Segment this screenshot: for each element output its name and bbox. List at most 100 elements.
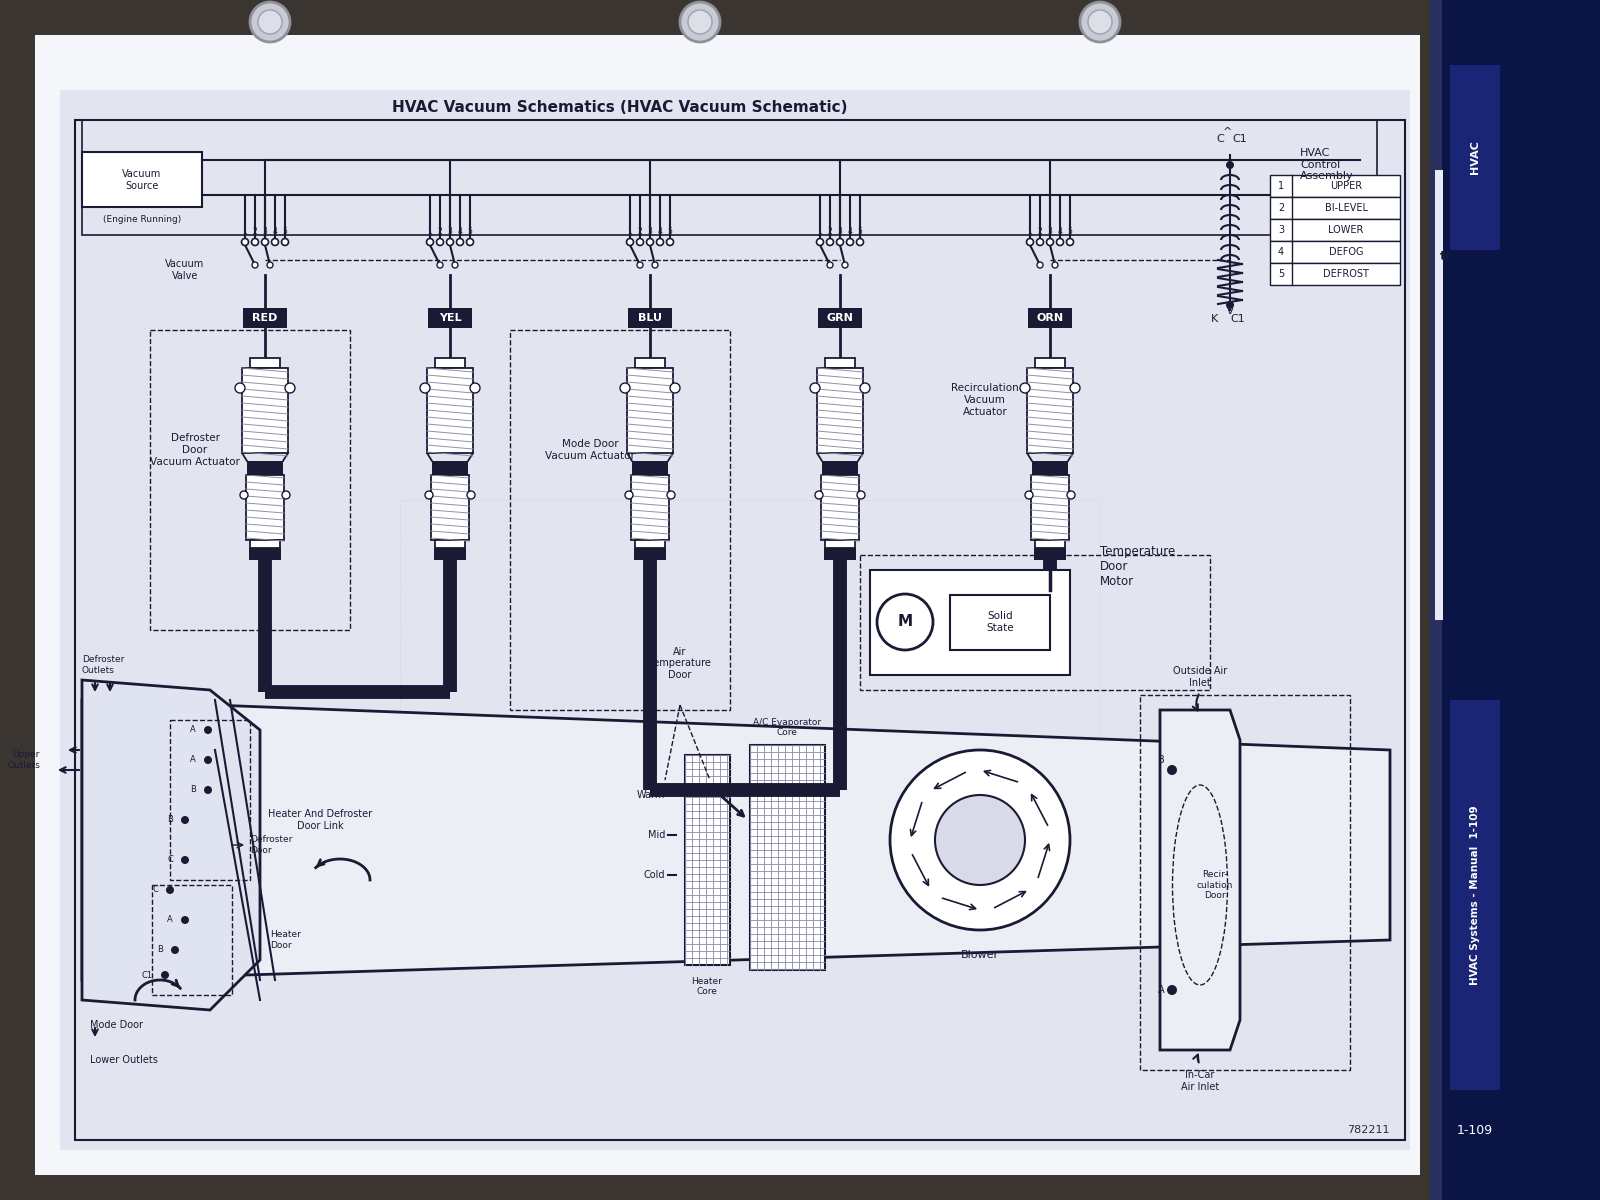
Bar bbox=[630, 475, 669, 540]
Circle shape bbox=[267, 262, 274, 268]
Bar bbox=[635, 358, 666, 368]
Bar bbox=[1027, 308, 1072, 328]
Circle shape bbox=[656, 239, 664, 246]
Text: 1: 1 bbox=[1027, 228, 1032, 236]
Circle shape bbox=[205, 726, 211, 734]
Text: A: A bbox=[1158, 985, 1165, 995]
Bar bbox=[250, 548, 282, 560]
Text: DEFOG: DEFOG bbox=[1328, 247, 1363, 257]
Text: Air
Temperature
Door: Air Temperature Door bbox=[650, 647, 710, 680]
Text: 3: 3 bbox=[262, 228, 267, 236]
Circle shape bbox=[1166, 985, 1178, 995]
Text: HVAC: HVAC bbox=[1470, 140, 1480, 174]
Circle shape bbox=[646, 239, 653, 246]
Text: 4: 4 bbox=[272, 228, 277, 236]
Text: 3: 3 bbox=[448, 228, 453, 236]
Circle shape bbox=[446, 239, 453, 246]
Bar bbox=[1270, 218, 1400, 241]
Bar bbox=[870, 570, 1070, 674]
Polygon shape bbox=[1160, 710, 1240, 1050]
Bar bbox=[950, 595, 1050, 650]
Text: HVAC Vacuum Schematics (HVAC Vacuum Schematic): HVAC Vacuum Schematics (HVAC Vacuum Sche… bbox=[392, 101, 848, 115]
Text: Heater
Core: Heater Core bbox=[691, 977, 723, 996]
Circle shape bbox=[890, 750, 1070, 930]
Circle shape bbox=[837, 239, 843, 246]
Circle shape bbox=[621, 383, 630, 392]
Text: 2: 2 bbox=[1278, 203, 1285, 214]
Bar bbox=[750, 745, 826, 970]
Bar bbox=[432, 461, 467, 475]
Bar bbox=[435, 540, 466, 548]
Circle shape bbox=[626, 491, 634, 499]
Circle shape bbox=[470, 383, 480, 392]
Circle shape bbox=[171, 946, 179, 954]
Bar bbox=[1139, 695, 1350, 1070]
Text: Lower Outlets: Lower Outlets bbox=[90, 1055, 158, 1066]
Bar bbox=[75, 120, 1405, 1140]
Circle shape bbox=[467, 491, 475, 499]
Circle shape bbox=[258, 10, 282, 34]
Circle shape bbox=[1070, 383, 1080, 392]
Text: Warm: Warm bbox=[637, 790, 666, 800]
Bar bbox=[435, 358, 466, 368]
Text: HVAC
Control
Assembly: HVAC Control Assembly bbox=[1299, 148, 1354, 181]
Circle shape bbox=[670, 383, 680, 392]
Bar bbox=[1450, 65, 1501, 250]
Circle shape bbox=[810, 383, 819, 392]
Bar bbox=[250, 358, 280, 368]
Text: BI-LEVEL: BI-LEVEL bbox=[1325, 203, 1368, 214]
Circle shape bbox=[1021, 383, 1030, 392]
Circle shape bbox=[827, 239, 834, 246]
Bar bbox=[1027, 368, 1074, 452]
Text: DEFROST: DEFROST bbox=[1323, 269, 1370, 278]
Text: tr: tr bbox=[1440, 250, 1453, 263]
Bar bbox=[634, 548, 666, 560]
Bar bbox=[818, 368, 862, 452]
Polygon shape bbox=[82, 680, 259, 1010]
Text: Vacuum
Source: Vacuum Source bbox=[122, 169, 162, 191]
Text: Blower: Blower bbox=[962, 950, 998, 960]
Circle shape bbox=[667, 239, 674, 246]
Text: Outside Air
Inlet: Outside Air Inlet bbox=[1173, 666, 1227, 688]
Text: B: B bbox=[166, 816, 173, 824]
Text: Upper
Outlets: Upper Outlets bbox=[6, 750, 40, 769]
Text: Recir-
culation
Door: Recir- culation Door bbox=[1197, 870, 1234, 900]
Bar bbox=[685, 755, 730, 965]
Text: 2: 2 bbox=[1038, 228, 1042, 236]
Circle shape bbox=[251, 239, 259, 246]
Text: 5: 5 bbox=[858, 228, 862, 236]
Text: A/C Evaporator
Core: A/C Evaporator Core bbox=[754, 718, 821, 737]
Text: C1: C1 bbox=[142, 971, 154, 979]
Text: ^: ^ bbox=[1224, 127, 1232, 137]
Text: LOWER: LOWER bbox=[1328, 226, 1363, 235]
Bar bbox=[243, 308, 286, 328]
Circle shape bbox=[261, 239, 269, 246]
Text: 782211: 782211 bbox=[1347, 1126, 1390, 1135]
Circle shape bbox=[842, 262, 848, 268]
Bar bbox=[434, 548, 466, 560]
Text: Temperature
Door
Motor: Temperature Door Motor bbox=[1101, 545, 1176, 588]
Bar bbox=[152, 886, 232, 995]
Bar bbox=[1450, 700, 1501, 1090]
Circle shape bbox=[1080, 2, 1120, 42]
Text: 3: 3 bbox=[1048, 228, 1053, 236]
Text: Defroster
Door
Vacuum Actuator: Defroster Door Vacuum Actuator bbox=[150, 433, 240, 467]
Polygon shape bbox=[82, 700, 1390, 980]
Text: 4: 4 bbox=[1278, 247, 1285, 257]
Text: Heater And Defroster
Door Link: Heater And Defroster Door Link bbox=[267, 809, 373, 830]
Circle shape bbox=[861, 383, 870, 392]
Bar bbox=[1270, 175, 1400, 197]
Bar bbox=[826, 358, 854, 368]
Text: 5: 5 bbox=[467, 228, 472, 236]
Text: C: C bbox=[166, 856, 173, 864]
Bar bbox=[427, 368, 474, 452]
Text: Mode Door
Vacuum Actuator: Mode Door Vacuum Actuator bbox=[546, 439, 635, 461]
Bar bbox=[1430, 0, 1442, 1200]
Circle shape bbox=[814, 491, 822, 499]
Text: A: A bbox=[168, 916, 173, 924]
Circle shape bbox=[688, 10, 712, 34]
Bar bbox=[1035, 358, 1066, 368]
Text: v: v bbox=[1227, 306, 1234, 316]
Circle shape bbox=[1088, 10, 1112, 34]
Text: 1: 1 bbox=[627, 228, 632, 236]
